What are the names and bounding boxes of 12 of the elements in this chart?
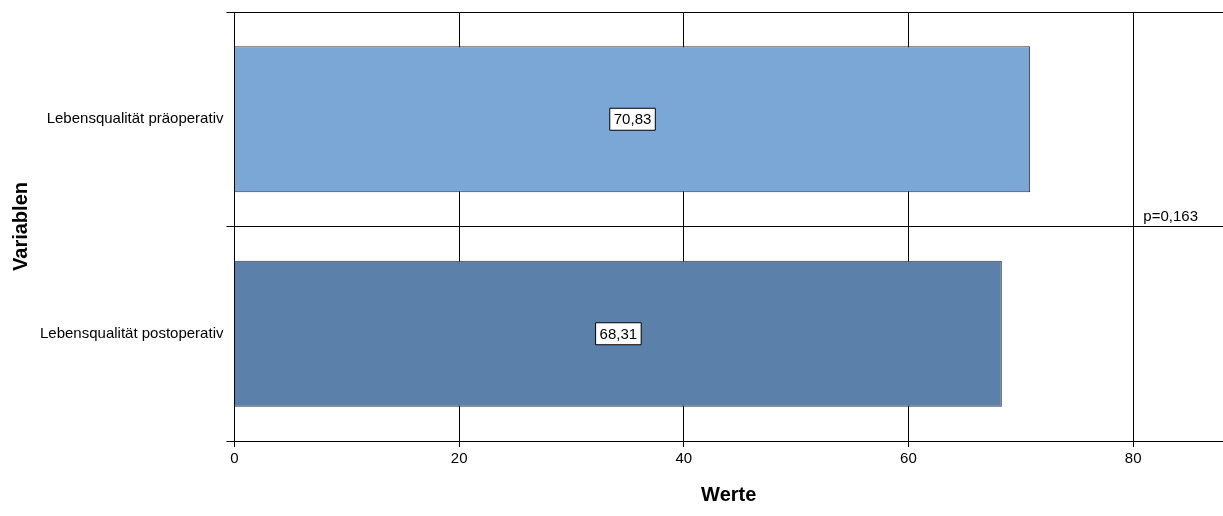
x-tick-label: 0 (230, 449, 239, 467)
data-label: 68,31 (599, 324, 638, 342)
annotation: p=0,163 (1143, 207, 1198, 225)
data-label: 70,83 (613, 110, 652, 128)
y-tick-label: Lebensqualität postoperativ (40, 323, 224, 341)
x-tick-label: 60 (900, 449, 917, 467)
x-tick-label: 40 (675, 449, 693, 467)
x-axis-title: Werte (701, 482, 757, 505)
x-tick-label: 20 (450, 449, 468, 467)
y-axis-title: Variablen (8, 182, 31, 271)
y-tick-label: Lebensqualität präoperativ (46, 109, 224, 127)
x-tick-label: 80 (1124, 449, 1142, 467)
